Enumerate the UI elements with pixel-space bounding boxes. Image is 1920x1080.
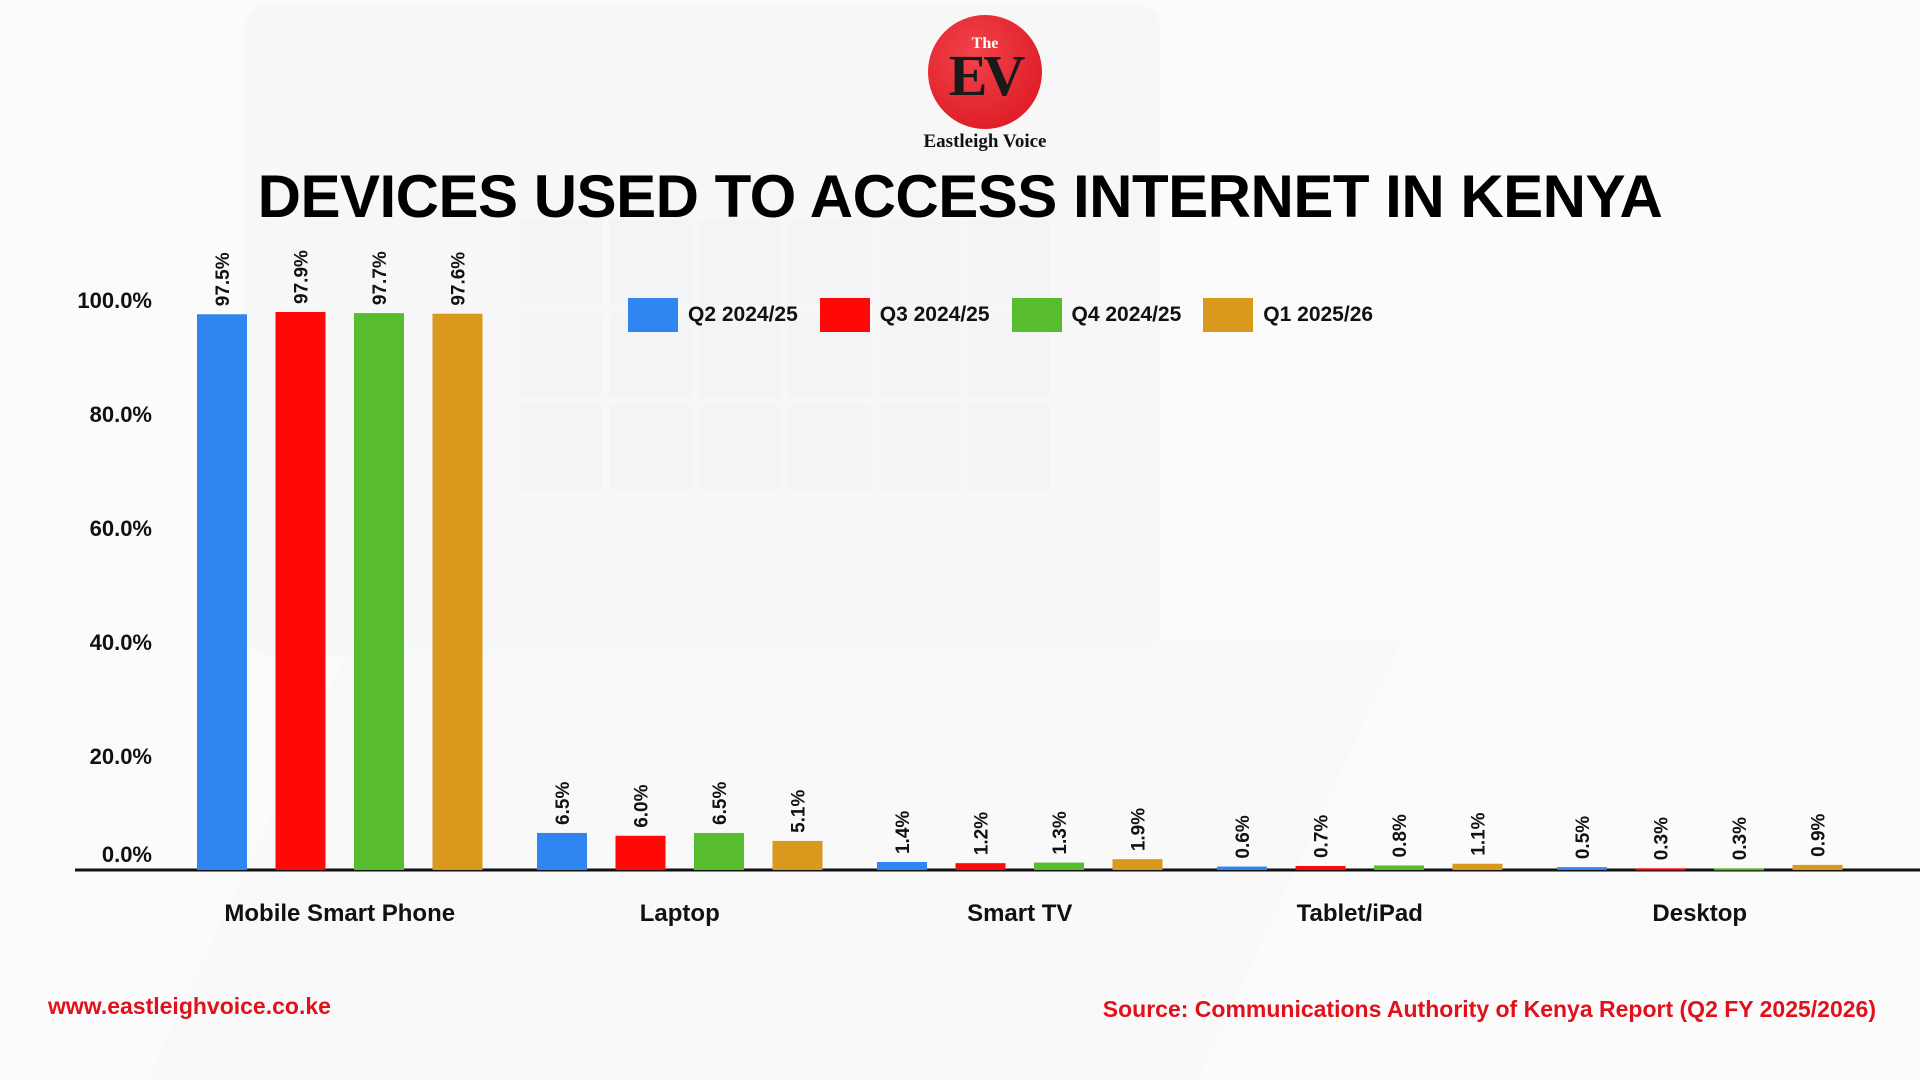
legend-swatch-q1 (1203, 298, 1254, 332)
data-label: 0.5% (1573, 816, 1594, 859)
bar-desktop-q4-2024-25 (1714, 868, 1764, 871)
legend-label-q3: Q3 2024/25 (879, 303, 990, 326)
bar-smart-tv-q4-2024-25 (1034, 862, 1084, 870)
bar-mobile-smart-phone-q4-2024-25 (354, 313, 404, 870)
x-category-label-smart-tv: Smart TV (967, 900, 1072, 927)
data-label: 0.7% (1312, 815, 1333, 858)
data-label: 1.2% (972, 812, 993, 855)
data-label: 97.5% (213, 252, 234, 306)
data-label: 6.5% (553, 782, 574, 825)
bar-desktop-q1-2025-26 (1792, 864, 1843, 870)
legend-item-q4: Q4 2024/25 (1011, 298, 1182, 332)
data-label: 1.1% (1469, 812, 1490, 855)
data-label: 0.3% (1652, 817, 1673, 860)
bar-smart-tv-q3-2024-25 (955, 863, 1006, 870)
source-note: Source: Communications Authority of Keny… (1102, 996, 1876, 1022)
bar-tablet-ipad-q4-2024-25 (1374, 865, 1424, 870)
bar-smart-tv-q2-2024-25 (877, 862, 927, 870)
bar-mobile-smart-phone-q3-2024-25 (275, 311, 326, 871)
website-url[interactable]: www.eastleighvoice.co.ke (48, 993, 331, 1019)
x-category-label-tablet-ipad: Tablet/iPad (1297, 900, 1423, 927)
chart-title: DEVICES USED TO ACCESS INTERNET IN KENYA (257, 163, 1663, 230)
bar-mobile-smart-phone-q1-2025-26 (432, 313, 483, 870)
legend-item-q1: Q1 2025/26 (1203, 298, 1373, 332)
data-label: 0.6% (1233, 815, 1254, 858)
data-label: 1.9% (1129, 808, 1150, 851)
y-tick-label: 0.0% (102, 842, 152, 867)
data-label: 97.6% (449, 252, 470, 306)
logo-the: The (971, 35, 999, 52)
x-category-label-desktop: Desktop (1652, 900, 1747, 927)
brand-name: Eastleigh Voice (923, 131, 1047, 152)
legend-label-q2: Q2 2024/25 (688, 303, 798, 326)
data-label: 6.5% (710, 782, 731, 825)
legend-label-q1: Q1 2025/26 (1263, 303, 1374, 326)
y-tick-label: 20.0% (90, 744, 152, 769)
data-label: 97.7% (370, 251, 391, 305)
bar-tablet-ipad-q2-2024-25 (1217, 866, 1267, 870)
legend-swatch-q3 (819, 298, 870, 332)
data-label: 0.3% (1730, 817, 1751, 860)
y-tick-label: 40.0% (90, 630, 152, 655)
legend-item-q2: Q2 2024/25 (628, 298, 798, 332)
data-label: 97.9% (292, 250, 313, 304)
data-label: 0.9% (1809, 813, 1830, 856)
data-label: 0.8% (1390, 814, 1411, 857)
bar-laptop-q2-2024-25 (537, 832, 587, 870)
x-category-label-laptop: Laptop (640, 900, 720, 927)
y-tick-label: 60.0% (90, 516, 152, 541)
legend-swatch-q2 (628, 298, 678, 332)
logo-circle: The EV (928, 15, 1042, 129)
bar-laptop-q4-2024-25 (694, 832, 744, 870)
y-tick-label: 100.0% (77, 288, 152, 313)
data-label: 6.0% (632, 784, 653, 827)
bar-tablet-ipad-q1-2025-26 (1452, 863, 1503, 870)
legend-swatch-q4 (1011, 298, 1062, 332)
bar-desktop-q2-2024-25 (1557, 867, 1607, 870)
data-label: 1.3% (1050, 811, 1071, 854)
data-label: 1.4% (893, 811, 914, 854)
bar-desktop-q3-2024-25 (1635, 868, 1686, 871)
data-label: 5.1% (789, 790, 810, 833)
bar-mobile-smart-phone-q2-2024-25 (197, 314, 247, 870)
logo-mark: EV (948, 43, 1026, 108)
chart-legend: Q2 2024/25 Q3 2024/25 Q4 2024/25 Q1 2025… (628, 298, 1395, 332)
legend-item-q3: Q3 2024/25 (819, 298, 990, 332)
y-tick-label: 80.0% (90, 402, 152, 427)
brand-logo: The EV Eastleigh Voice (895, 15, 1075, 160)
bar-laptop-q3-2024-25 (615, 835, 666, 870)
x-category-label-mobile-smart-phone: Mobile Smart Phone (224, 900, 455, 927)
bar-laptop-q1-2025-26 (772, 840, 823, 870)
bar-tablet-ipad-q3-2024-25 (1295, 866, 1346, 870)
legend-label-q4: Q4 2024/25 (1071, 303, 1182, 326)
bar-smart-tv-q1-2025-26 (1112, 859, 1163, 870)
